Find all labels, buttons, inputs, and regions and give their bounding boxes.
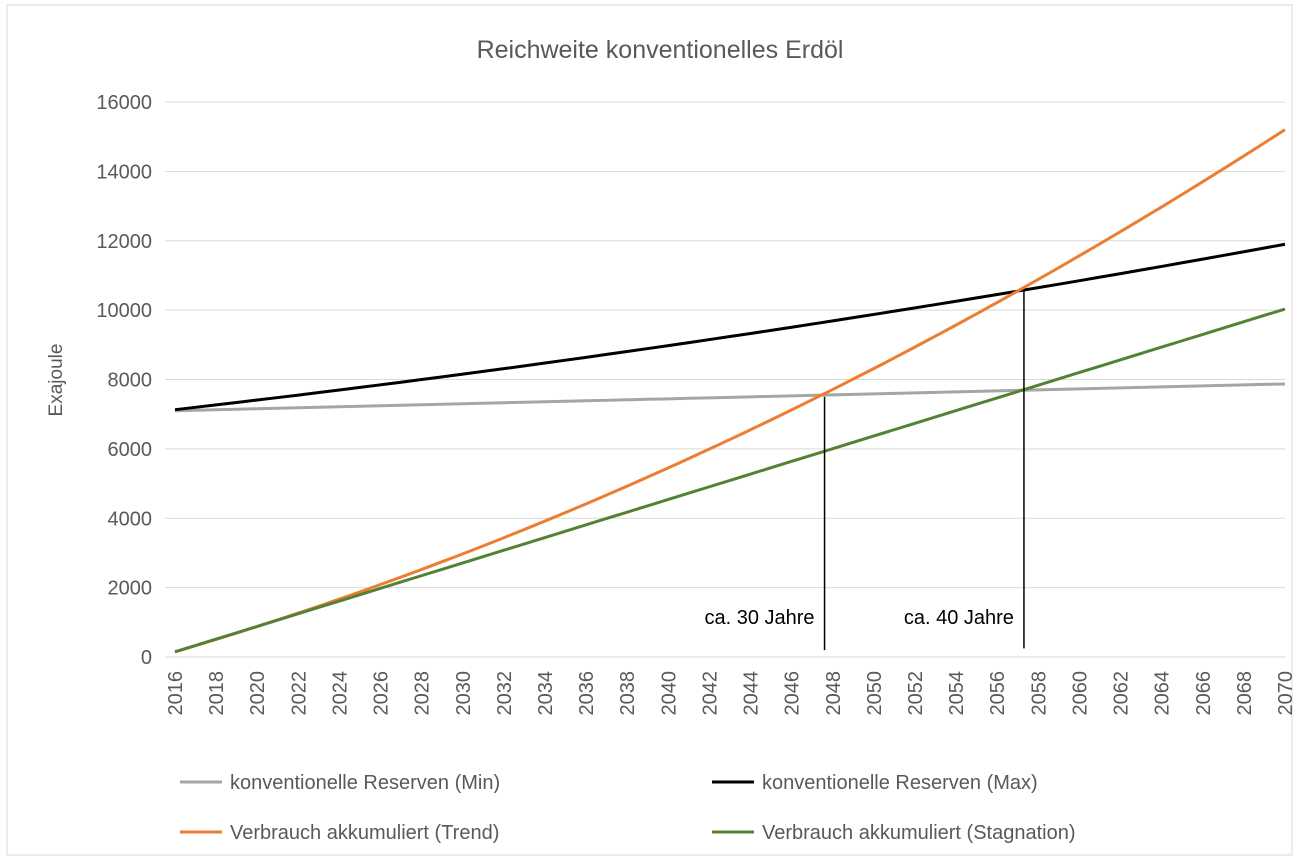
legend-label: konventionelle Reserven (Max) [762, 772, 1038, 794]
x-tick-label: 2028 [412, 671, 434, 716]
x-tick-label: 2038 [617, 671, 639, 716]
x-tick-label: 2062 [1111, 671, 1133, 716]
y-axis-label: Exajoule [46, 344, 67, 417]
series-line [174, 128, 1286, 654]
y-tick-label: 14000 [96, 161, 152, 183]
chart-frame [6, 4, 1293, 856]
y-tick-label: 2000 [108, 578, 153, 600]
x-tick-label: 2046 [782, 671, 804, 716]
y-tick-label: 12000 [96, 231, 152, 253]
x-tick-label: 2024 [329, 671, 351, 716]
x-tick-label: 2040 [658, 671, 680, 716]
x-tick-label: 2036 [576, 671, 598, 716]
x-tick-label: 2048 [823, 671, 845, 716]
x-tick-label: 2056 [987, 671, 1009, 716]
x-tick-label: 2034 [535, 671, 557, 716]
x-tick-label: 2044 [741, 671, 763, 716]
y-tick-label: 4000 [108, 508, 153, 530]
x-tick-label: 2060 [1069, 671, 1091, 716]
y-tick-label: 0 [141, 647, 152, 669]
x-tick-label: 2064 [1152, 671, 1174, 716]
series-line [174, 242, 1286, 412]
legend-label: konventionelle Reserven (Min) [230, 772, 500, 794]
y-tick-label: 16000 [96, 92, 152, 114]
y-tick-label: 6000 [108, 439, 153, 461]
y-tick-label: 10000 [96, 300, 152, 322]
annotation-text: ca. 30 Jahre [704, 607, 814, 629]
x-tick-label: 2042 [699, 671, 721, 716]
series-line [174, 382, 1286, 413]
x-tick-label: 2068 [1234, 671, 1256, 716]
x-tick-label: 2016 [165, 671, 187, 716]
x-tick-label: 2066 [1193, 671, 1215, 716]
x-tick-label: 2018 [206, 671, 228, 716]
y-tick-label: 8000 [108, 370, 153, 392]
annotation-text: ca. 40 Jahre [904, 607, 1014, 629]
x-tick-label: 2050 [864, 671, 886, 716]
x-tick-label: 2032 [494, 671, 516, 716]
x-tick-label: 2022 [288, 671, 310, 716]
x-tick-label: 2026 [371, 671, 393, 716]
x-tick-label: 2070 [1275, 671, 1297, 716]
x-tick-label: 2030 [453, 671, 475, 716]
series-line [174, 307, 1286, 654]
legend-label: Verbrauch akkumuliert (Trend) [230, 822, 499, 844]
x-tick-label: 2020 [247, 671, 269, 716]
x-tick-label: 2058 [1028, 671, 1050, 716]
chart-title: Reichweite konventionelles Erdöl [477, 36, 844, 64]
x-tick-label: 2054 [946, 671, 968, 716]
x-tick-label: 2052 [905, 671, 927, 716]
legend-label: Verbrauch akkumuliert (Stagnation) [762, 822, 1076, 844]
